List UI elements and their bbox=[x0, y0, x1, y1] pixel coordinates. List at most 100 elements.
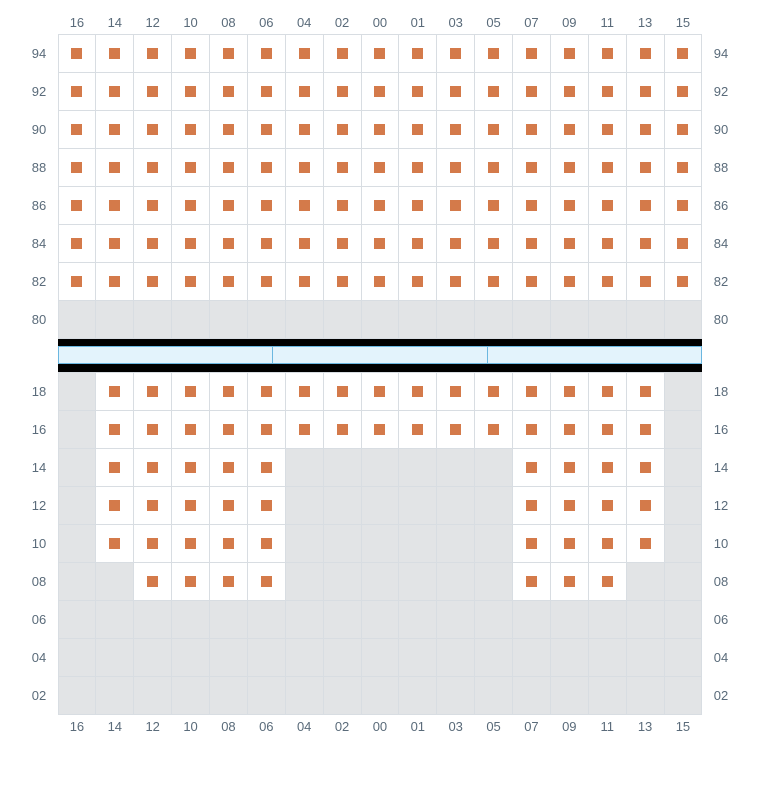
seat-cell[interactable] bbox=[512, 448, 551, 487]
seat-cell[interactable] bbox=[133, 524, 172, 563]
seat-cell[interactable] bbox=[588, 110, 627, 149]
seat-cell[interactable] bbox=[398, 372, 437, 411]
seat-cell[interactable] bbox=[361, 186, 400, 225]
seat-cell[interactable] bbox=[474, 224, 513, 263]
seat-cell[interactable] bbox=[58, 72, 97, 111]
seat-cell[interactable] bbox=[626, 110, 665, 149]
seat-cell[interactable] bbox=[474, 372, 513, 411]
seat-cell[interactable] bbox=[626, 224, 665, 263]
seat-cell[interactable] bbox=[95, 262, 134, 301]
seat-cell[interactable] bbox=[285, 110, 324, 149]
seat-cell[interactable] bbox=[550, 72, 589, 111]
seat-cell[interactable] bbox=[58, 262, 97, 301]
seat-cell[interactable] bbox=[58, 34, 97, 73]
seat-cell[interactable] bbox=[588, 562, 627, 601]
seat-cell[interactable] bbox=[58, 186, 97, 225]
seat-cell[interactable] bbox=[588, 410, 627, 449]
seat-cell[interactable] bbox=[512, 410, 551, 449]
seat-cell[interactable] bbox=[474, 410, 513, 449]
seat-cell[interactable] bbox=[247, 448, 286, 487]
seat-cell[interactable] bbox=[247, 372, 286, 411]
seat-cell[interactable] bbox=[95, 34, 134, 73]
seat-cell[interactable] bbox=[209, 372, 248, 411]
seat-cell[interactable] bbox=[323, 372, 362, 411]
seat-cell[interactable] bbox=[209, 110, 248, 149]
seat-cell[interactable] bbox=[209, 148, 248, 187]
seat-cell[interactable] bbox=[285, 186, 324, 225]
seat-cell[interactable] bbox=[398, 186, 437, 225]
seat-cell[interactable] bbox=[512, 186, 551, 225]
seat-cell[interactable] bbox=[588, 224, 627, 263]
seat-cell[interactable] bbox=[626, 524, 665, 563]
seat-cell[interactable] bbox=[209, 72, 248, 111]
seat-cell[interactable] bbox=[436, 148, 475, 187]
seat-cell[interactable] bbox=[550, 34, 589, 73]
seat-cell[interactable] bbox=[436, 224, 475, 263]
seat-cell[interactable] bbox=[171, 524, 210, 563]
seat-cell[interactable] bbox=[133, 448, 172, 487]
seat-cell[interactable] bbox=[171, 562, 210, 601]
seat-cell[interactable] bbox=[626, 372, 665, 411]
seat-cell[interactable] bbox=[171, 486, 210, 525]
seat-cell[interactable] bbox=[95, 224, 134, 263]
seat-cell[interactable] bbox=[626, 486, 665, 525]
seat-cell[interactable] bbox=[133, 72, 172, 111]
seat-cell[interactable] bbox=[550, 186, 589, 225]
seat-cell[interactable] bbox=[626, 448, 665, 487]
seat-cell[interactable] bbox=[474, 262, 513, 301]
seat-cell[interactable] bbox=[171, 72, 210, 111]
seat-cell[interactable] bbox=[285, 148, 324, 187]
seat-cell[interactable] bbox=[323, 148, 362, 187]
seat-cell[interactable] bbox=[588, 72, 627, 111]
seat-cell[interactable] bbox=[588, 448, 627, 487]
seat-cell[interactable] bbox=[171, 224, 210, 263]
seat-cell[interactable] bbox=[171, 410, 210, 449]
seat-cell[interactable] bbox=[247, 524, 286, 563]
seat-cell[interactable] bbox=[398, 72, 437, 111]
seat-cell[interactable] bbox=[512, 486, 551, 525]
seat-cell[interactable] bbox=[209, 410, 248, 449]
seat-cell[interactable] bbox=[398, 262, 437, 301]
seat-cell[interactable] bbox=[664, 110, 703, 149]
seat-cell[interactable] bbox=[626, 186, 665, 225]
seat-cell[interactable] bbox=[361, 148, 400, 187]
seat-cell[interactable] bbox=[398, 110, 437, 149]
seat-cell[interactable] bbox=[626, 72, 665, 111]
seat-cell[interactable] bbox=[133, 148, 172, 187]
seat-cell[interactable] bbox=[626, 410, 665, 449]
seat-cell[interactable] bbox=[285, 72, 324, 111]
seat-cell[interactable] bbox=[474, 148, 513, 187]
seat-cell[interactable] bbox=[323, 34, 362, 73]
seat-cell[interactable] bbox=[247, 224, 286, 263]
seat-cell[interactable] bbox=[436, 262, 475, 301]
seat-cell[interactable] bbox=[95, 372, 134, 411]
seat-cell[interactable] bbox=[664, 186, 703, 225]
seat-cell[interactable] bbox=[285, 34, 324, 73]
seat-cell[interactable] bbox=[512, 372, 551, 411]
seat-cell[interactable] bbox=[133, 110, 172, 149]
seat-cell[interactable] bbox=[133, 224, 172, 263]
seat-cell[interactable] bbox=[512, 34, 551, 73]
seat-cell[interactable] bbox=[247, 34, 286, 73]
seat-cell[interactable] bbox=[285, 372, 324, 411]
seat-cell[interactable] bbox=[361, 34, 400, 73]
seat-cell[interactable] bbox=[588, 262, 627, 301]
seat-cell[interactable] bbox=[247, 262, 286, 301]
seat-cell[interactable] bbox=[664, 224, 703, 263]
seat-cell[interactable] bbox=[550, 262, 589, 301]
seat-cell[interactable] bbox=[323, 224, 362, 263]
seat-cell[interactable] bbox=[247, 410, 286, 449]
seat-cell[interactable] bbox=[550, 148, 589, 187]
seat-cell[interactable] bbox=[361, 410, 400, 449]
seat-cell[interactable] bbox=[550, 110, 589, 149]
seat-cell[interactable] bbox=[133, 262, 172, 301]
seat-cell[interactable] bbox=[209, 524, 248, 563]
seat-cell[interactable] bbox=[95, 524, 134, 563]
seat-cell[interactable] bbox=[398, 34, 437, 73]
seat-cell[interactable] bbox=[247, 110, 286, 149]
seat-cell[interactable] bbox=[133, 562, 172, 601]
seat-cell[interactable] bbox=[171, 186, 210, 225]
seat-cell[interactable] bbox=[512, 224, 551, 263]
seat-cell[interactable] bbox=[474, 34, 513, 73]
seat-cell[interactable] bbox=[512, 262, 551, 301]
